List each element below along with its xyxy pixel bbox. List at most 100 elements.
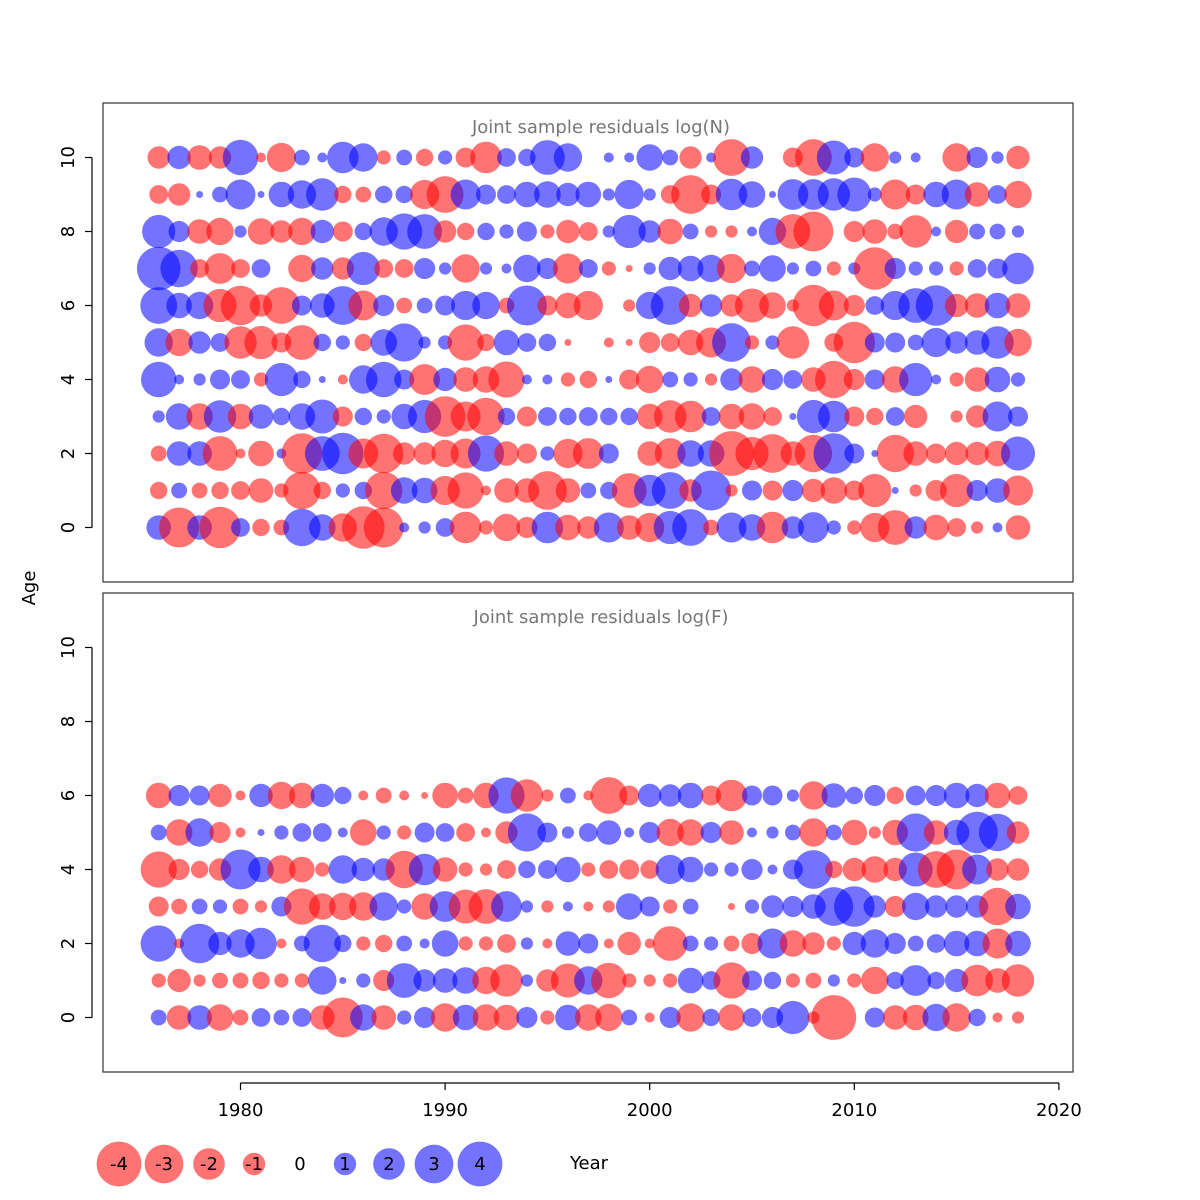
bubble-age7-2002 (677, 255, 704, 282)
bubble-age0-1990 (430, 1003, 460, 1032)
bubble-age0-2014 (923, 514, 949, 541)
bubble-age2-1978 (179, 923, 220, 964)
bubble-age4-2000 (636, 365, 664, 394)
bubble-age3-2000 (639, 896, 660, 917)
bubble-age6-1982 (263, 287, 300, 324)
bubble-age5-2014 (923, 820, 949, 845)
bubble-age7-2005 (744, 260, 760, 277)
bubble-age0-1989 (414, 1006, 436, 1029)
bubble-age9-1995 (534, 181, 561, 208)
bubble-age8-1984 (310, 219, 334, 244)
bubble-age3-1979 (203, 400, 237, 433)
bubble-age8-1991 (456, 222, 475, 241)
bubble-age2-2012 (876, 434, 914, 473)
y-tick-label: 4 (58, 864, 79, 875)
bubble-age5-1985 (337, 827, 348, 838)
bubble-age7-1999 (625, 265, 633, 272)
bubble-age7-1998 (601, 261, 616, 276)
bubble-age3-1984 (305, 399, 340, 434)
bubble-age6-1988 (399, 790, 410, 801)
bubble-age10-1978 (187, 145, 212, 170)
panel-bottom-frame (102, 592, 1074, 1073)
bubble-age1-2002 (677, 967, 704, 994)
bubble-age1-2005 (742, 970, 762, 991)
bubble-age8-1986 (354, 222, 372, 241)
bubble-age0-1997 (575, 1004, 602, 1031)
bubble-age0-2017 (992, 1012, 1003, 1023)
bubble-age8-2008 (793, 211, 834, 252)
bubble-age5-1988 (385, 323, 424, 362)
bubble-age10-1984 (317, 152, 328, 163)
bubble-age3-1985 (332, 406, 353, 427)
bubble-age1-2015 (940, 473, 974, 508)
bubble-age0-1977 (159, 507, 200, 548)
legend-bubble (414, 1144, 454, 1184)
bubble-age4-1992 (479, 863, 493, 876)
bubble-age6-1982 (267, 781, 296, 810)
bubble-age4-1998 (605, 376, 613, 383)
bubble-age5-2011 (868, 826, 881, 839)
bubble-age6-1984 (310, 783, 334, 808)
bubble-age4-1991 (458, 862, 473, 877)
bubble-age0-2004 (716, 512, 747, 543)
bubble-age3-1996 (559, 407, 577, 426)
bubble-age1-2008 (801, 478, 826, 503)
bubble-age4-1982 (267, 855, 296, 884)
bubble-age2-2010 (842, 931, 866, 956)
bubble-age3-2012 (885, 407, 905, 426)
bubble-age9-1996 (556, 182, 580, 207)
bubble-age0-1983 (292, 1008, 312, 1027)
bubble-age3-1981 (254, 900, 268, 913)
bubble-age9-1994 (514, 181, 540, 208)
bubble-age8-1983 (288, 217, 316, 246)
bubble-age3-1997 (578, 407, 598, 426)
bubble-age2-1998 (603, 938, 614, 949)
bubble-age9-1993 (497, 185, 516, 204)
bubble-age1-2012 (891, 487, 899, 494)
bubble-age4-2016 (964, 367, 990, 392)
bubble-age5-2002 (677, 329, 704, 356)
bubble-age6-1987 (375, 787, 392, 804)
bubble-age8-1976 (142, 214, 176, 249)
bubble-age4-1985 (337, 374, 348, 385)
bubble-age10-1992 (470, 141, 502, 174)
bubble-age4-1995 (538, 860, 557, 879)
bubble-age5-1994 (517, 333, 537, 352)
panel-top-bubbles (136, 139, 1035, 549)
bubble-age6-2011 (864, 784, 886, 807)
bubble-age5-1996 (564, 339, 572, 346)
bubble-age10-2000 (636, 144, 663, 171)
bubble-age4-2004 (720, 368, 743, 391)
bubble-age5-1976 (150, 824, 167, 841)
bubble-age0-2013 (902, 1004, 929, 1031)
bubble-age1-1978 (191, 482, 208, 499)
bubble-age7-2003 (697, 254, 725, 283)
bubble-age4-2001 (655, 854, 685, 885)
bubble-age4-2017 (984, 366, 1011, 393)
bubble-age7-1987 (374, 259, 394, 278)
bubble-age0-1995 (531, 511, 564, 544)
bubble-age6-2008 (799, 781, 828, 810)
bubble-age2-2009 (813, 433, 855, 474)
bubble-age0-1987 (363, 507, 404, 548)
bubble-age2-2017 (982, 928, 1013, 959)
legend-label: 1 (339, 1154, 350, 1175)
bubble-age4-2003 (704, 862, 719, 877)
bubble-age8-2016 (969, 223, 985, 240)
bubble-age6-2018 (1008, 786, 1028, 805)
bubble-age6-1996 (555, 292, 581, 319)
bubble-age2-2015 (943, 930, 970, 957)
bubble-age0-1980 (232, 1009, 249, 1026)
bubble-age6-2012 (886, 786, 904, 805)
bubble-age4-2000 (640, 860, 660, 879)
bubble-age1-1981 (248, 478, 274, 503)
bubble-age6-1985 (334, 786, 352, 805)
bubble-age2-2009 (826, 936, 841, 951)
bubble-age10-2009 (816, 140, 851, 175)
bubble-age6-1998 (590, 777, 628, 814)
bubble-age6-1987 (373, 294, 395, 317)
bubble-age4-1980 (220, 849, 261, 890)
y-axis-label: Age (19, 571, 40, 606)
bubble-age4-1994 (518, 860, 536, 879)
bubble-age4-1977 (168, 858, 190, 881)
